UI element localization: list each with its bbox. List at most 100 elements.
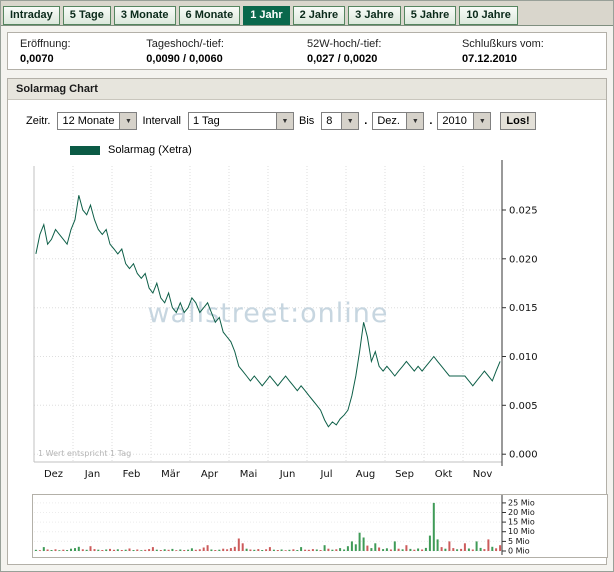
volume-bar bbox=[198, 549, 201, 551]
volume-bar bbox=[268, 547, 271, 551]
volume-bar bbox=[405, 545, 408, 551]
bis-day-select[interactable]: 8 ▼ bbox=[321, 112, 360, 130]
volume-tick-label: 15 Mio bbox=[508, 518, 535, 527]
volume-bar bbox=[389, 549, 392, 551]
quote-summary-bar: Eröffnung: 0,0070 Tageshoch/-tief: 0,009… bbox=[7, 32, 607, 70]
volume-bar bbox=[233, 546, 236, 551]
tab-6-monate[interactable]: 6 Monate bbox=[178, 6, 241, 25]
x-axis-label: Apr bbox=[201, 469, 219, 480]
intervall-label: Intervall bbox=[142, 115, 181, 127]
info-value: 0,0090 / 0,0060 bbox=[146, 53, 223, 65]
chart-panel: Solarmag Chart Zeitr. 12 Monate ▼ Interv… bbox=[7, 78, 608, 565]
volume-bar bbox=[300, 547, 303, 551]
series-legend: Solarmag (Xetra) bbox=[8, 138, 606, 158]
volume-bar bbox=[241, 543, 244, 551]
volume-bar bbox=[432, 502, 435, 551]
volume-bar bbox=[319, 550, 322, 551]
volume-bar bbox=[370, 548, 373, 551]
volume-bar bbox=[128, 548, 131, 551]
chevron-down-icon[interactable]: ▼ bbox=[473, 113, 491, 129]
bis-month-select[interactable]: Dez. ▼ bbox=[372, 112, 425, 130]
volume-bar bbox=[50, 550, 53, 551]
volume-bar bbox=[409, 548, 412, 551]
price-line bbox=[35, 195, 501, 428]
volume-bar bbox=[183, 550, 186, 551]
info-value: 07.12.2010 bbox=[461, 53, 518, 65]
volume-bar bbox=[93, 549, 96, 551]
volume-bar bbox=[280, 549, 283, 551]
bis-day-value: 8 bbox=[326, 115, 333, 127]
intervall-select[interactable]: 1 Tag ▼ bbox=[187, 112, 294, 130]
chart-controls: Zeitr. 12 Monate ▼ Intervall 1 Tag ▼ Bis… bbox=[8, 100, 606, 138]
volume-bar bbox=[304, 549, 307, 551]
volume-bar bbox=[331, 549, 334, 551]
volume-bar bbox=[311, 549, 314, 551]
tab-5-tage[interactable]: 5 Tage bbox=[62, 6, 111, 25]
volume-bar bbox=[113, 549, 115, 551]
volume-bar bbox=[109, 548, 111, 551]
volume-bar bbox=[159, 550, 162, 551]
volume-bar bbox=[343, 549, 346, 551]
volume-bar bbox=[421, 549, 424, 551]
y-tick-label: 0.025 bbox=[509, 206, 538, 217]
series-legend-label: Solarmag (Xetra) bbox=[108, 144, 192, 156]
chart-note: 1 Wert entspricht 1 Tag bbox=[38, 449, 131, 458]
volume-bar bbox=[479, 547, 482, 551]
zeitraum-select[interactable]: 12 Monate ▼ bbox=[57, 112, 138, 130]
volume-bar bbox=[448, 541, 451, 551]
tab-5-jahre[interactable]: 5 Jahre bbox=[403, 6, 457, 25]
volume-bar bbox=[467, 548, 470, 551]
volume-tick-label: 10 Mio bbox=[508, 527, 535, 536]
bis-label: Bis bbox=[298, 115, 315, 127]
info-schlusskurs: Schlußkurs vom: 07.12.2010 bbox=[461, 38, 594, 65]
volume-bar bbox=[413, 549, 416, 551]
volume-bar bbox=[58, 550, 61, 551]
volume-bar bbox=[206, 545, 209, 551]
volume-bar bbox=[460, 548, 463, 551]
volume-bar bbox=[296, 550, 299, 551]
x-axis-label: Dez bbox=[44, 469, 63, 480]
info-label: Schlußkurs vom: bbox=[461, 38, 544, 50]
bis-year-select[interactable]: 2010 ▼ bbox=[437, 112, 492, 130]
info-eroeffnung: Eröffnung: 0,0070 bbox=[20, 38, 146, 65]
chevron-down-icon[interactable]: ▼ bbox=[119, 113, 137, 129]
chevron-down-icon[interactable]: ▼ bbox=[406, 113, 424, 129]
y-tick-label: 0.005 bbox=[509, 401, 538, 412]
volume-bar bbox=[190, 548, 193, 551]
x-axis-label: Jul bbox=[319, 469, 332, 480]
tab-3-monate[interactable]: 3 Monate bbox=[113, 6, 176, 25]
volume-bar bbox=[42, 547, 45, 551]
chevron-down-icon[interactable]: ▼ bbox=[275, 113, 293, 129]
tab-10-jahre[interactable]: 10 Jahre bbox=[459, 6, 518, 25]
volume-bar bbox=[245, 548, 248, 551]
volume-tick-label: 20 Mio bbox=[508, 508, 535, 517]
x-axis-label: Mai bbox=[240, 469, 258, 480]
volume-bar bbox=[101, 550, 104, 551]
volume-bar bbox=[34, 549, 37, 551]
volume-tick-label: 0 Mio bbox=[508, 547, 530, 556]
volume-bar bbox=[346, 546, 349, 551]
volume-bar bbox=[261, 550, 264, 551]
chevron-down-icon[interactable]: ▼ bbox=[341, 113, 359, 129]
volume-bar bbox=[237, 538, 240, 551]
y-tick-label: 0.020 bbox=[509, 254, 538, 265]
intervall-value: 1 Tag bbox=[192, 115, 220, 127]
info-52w-hoch-tief: 52W-hoch/-tief: 0,027 / 0,0020 bbox=[307, 38, 462, 65]
volume-bar bbox=[456, 549, 459, 551]
volume-bar bbox=[120, 550, 123, 551]
volume-bar bbox=[89, 546, 92, 551]
bis-year-value: 2010 bbox=[442, 115, 467, 127]
tab-intraday[interactable]: Intraday bbox=[3, 6, 60, 25]
volume-bar bbox=[323, 545, 326, 551]
tab-3-jahre[interactable]: 3 Jahre bbox=[348, 6, 401, 25]
volume-bar bbox=[202, 547, 205, 551]
los-button[interactable]: Los! bbox=[500, 112, 536, 130]
tab-2-jahre[interactable]: 2 Jahre bbox=[292, 6, 346, 25]
tab-1-jahr[interactable]: 1 Jahr bbox=[243, 6, 290, 25]
volume-bar bbox=[288, 549, 291, 551]
y-tick-label: 0.000 bbox=[509, 450, 538, 461]
x-axis-label: Mär bbox=[161, 469, 181, 480]
volume-bar bbox=[218, 549, 221, 551]
volume-bar bbox=[483, 549, 486, 551]
volume-bar bbox=[385, 548, 388, 551]
